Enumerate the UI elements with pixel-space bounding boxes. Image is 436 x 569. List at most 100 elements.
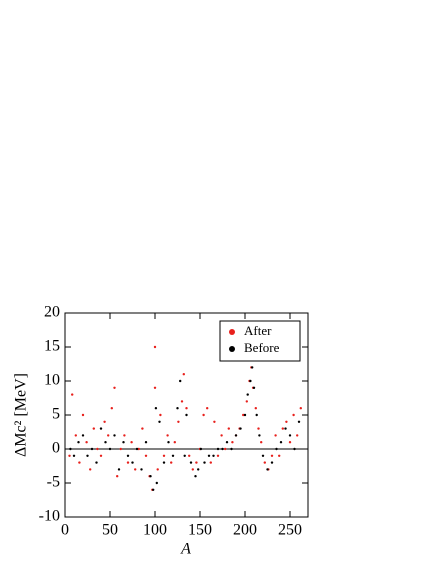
point: [155, 481, 158, 485]
point: [195, 461, 198, 464]
point: [288, 434, 292, 437]
point: [119, 447, 123, 451]
point: [199, 447, 203, 451]
y-tick-label: 0: [52, 440, 60, 457]
point: [156, 468, 159, 471]
point: [258, 434, 261, 437]
point: [71, 393, 74, 396]
point: [179, 379, 182, 383]
point: [137, 447, 140, 451]
point: [285, 420, 288, 423]
point: [144, 454, 148, 457]
point: [69, 447, 72, 451]
point: [194, 475, 197, 478]
point: [130, 441, 133, 444]
point: [188, 454, 191, 457]
point: [134, 468, 137, 471]
point: [278, 454, 281, 457]
point: [167, 441, 170, 444]
point: [78, 461, 81, 464]
point: [131, 461, 134, 464]
point: [227, 427, 230, 430]
point: [108, 447, 112, 451]
point: [255, 413, 258, 417]
point: [135, 447, 139, 451]
point: [245, 400, 248, 403]
point: [173, 441, 176, 444]
point: [225, 441, 229, 444]
point: [224, 447, 227, 451]
point: [126, 461, 130, 464]
point: [166, 434, 169, 437]
point: [279, 441, 283, 444]
x-tick-label: 100: [143, 522, 167, 539]
point: [252, 386, 256, 389]
y-tick-label: 10: [44, 372, 60, 389]
point: [99, 454, 103, 457]
point: [183, 454, 186, 457]
point: [260, 441, 263, 444]
point: [246, 393, 249, 396]
legend-label: After: [244, 323, 272, 338]
point: [85, 441, 88, 444]
point: [144, 441, 148, 444]
point: [182, 373, 185, 376]
point: [116, 475, 119, 478]
point: [90, 447, 94, 451]
point: [159, 413, 162, 417]
point: [209, 461, 212, 464]
y-axis-label: ΔMc² [MeV]: [13, 373, 30, 457]
point: [68, 454, 71, 457]
point: [72, 454, 76, 457]
point: [77, 441, 80, 444]
legend-marker: [229, 329, 235, 335]
point: [153, 345, 157, 349]
point: [176, 407, 179, 410]
point: [263, 461, 266, 464]
point: [207, 454, 211, 457]
point: [191, 468, 194, 471]
point: [197, 468, 200, 471]
point: [249, 379, 252, 383]
point: [296, 434, 299, 437]
point: [234, 434, 238, 437]
point: [185, 413, 188, 417]
point: [162, 454, 166, 457]
point: [213, 420, 216, 423]
point: [180, 400, 184, 403]
point: [122, 441, 125, 444]
point: [270, 461, 274, 464]
point: [275, 447, 278, 451]
point: [89, 468, 92, 471]
point: [281, 427, 284, 430]
point: [154, 407, 158, 410]
point: [261, 454, 265, 457]
point: [189, 461, 193, 464]
point: [81, 434, 85, 437]
point: [113, 386, 116, 389]
y-tick-label: -10: [39, 508, 60, 525]
legend-marker: [229, 346, 235, 352]
point: [141, 427, 144, 430]
point: [293, 447, 296, 451]
point: [297, 420, 301, 423]
point: [95, 461, 98, 464]
point: [185, 407, 188, 410]
point: [230, 447, 233, 451]
y-tick-label: 15: [44, 338, 60, 355]
point: [270, 454, 274, 457]
point: [220, 434, 223, 437]
point: [81, 413, 85, 417]
x-axis-label: A: [180, 541, 191, 558]
y-tick-label: 20: [44, 304, 60, 321]
point: [74, 434, 78, 437]
x-tick-label: 50: [102, 522, 118, 539]
y-tick-label: 5: [52, 406, 60, 423]
point: [140, 468, 143, 471]
point: [170, 461, 173, 464]
point: [158, 420, 161, 423]
x-tick-label: 250: [278, 522, 302, 539]
legend-box: [219, 320, 301, 362]
point: [221, 447, 224, 451]
legend-label: Before: [244, 340, 280, 355]
